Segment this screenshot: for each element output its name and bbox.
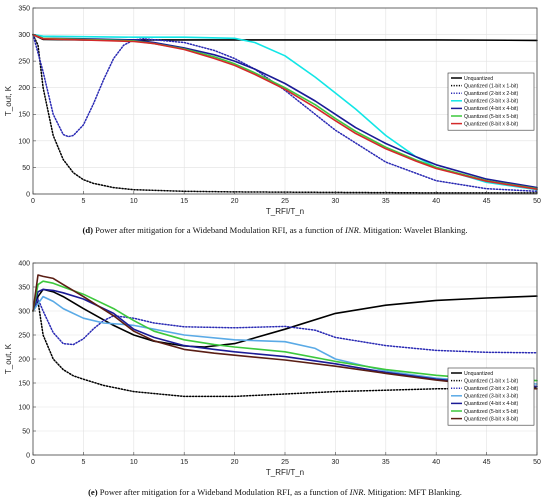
caption-label: (e)	[88, 487, 98, 497]
caption-label: (d)	[82, 225, 93, 235]
x-tick-label: 10	[130, 459, 138, 466]
x-tick-label: 35	[382, 459, 390, 466]
caption-text-end: . Mitigation: MFT Blanking.	[363, 487, 462, 497]
legend-box	[447, 367, 535, 426]
x-tick-label: 10	[130, 198, 138, 205]
x-tick-label: 30	[332, 198, 340, 205]
y-tick-label: 100	[18, 404, 30, 411]
series-line-2	[32, 300, 538, 398]
legend-label-5: Quantized (4-bit x 4-bit)	[464, 401, 518, 407]
legend-label-5: Quantized (4-bit x 4-bit)	[464, 106, 518, 112]
x-tick-label: 30	[332, 459, 340, 466]
legend-label-1: Unquantized	[464, 371, 493, 377]
y-tick-label: 50	[22, 428, 30, 435]
x-tick-label: 45	[483, 198, 491, 205]
x-tick-label: 50	[533, 198, 541, 205]
x-tick-label: 20	[231, 198, 239, 205]
legend-label-4: Quantized (3-bit x 3-bit)	[464, 99, 518, 105]
y-tick-label: 50	[22, 165, 30, 172]
legend-label-3: Quantized (2-bit x 2-bit)	[464, 386, 518, 392]
x-tick-label: 5	[81, 459, 85, 466]
y-tick-label: 250	[18, 332, 30, 339]
x-tick-label: 0	[31, 198, 35, 205]
series-line-4	[32, 33, 538, 191]
x-tick-label: 15	[180, 459, 188, 466]
x-tick-label: 20	[231, 459, 239, 466]
series-line-7	[32, 274, 538, 390]
y-tick-label: 0	[26, 191, 30, 198]
y-tick-label: 250	[18, 59, 30, 66]
legend-label-7: Quantized (8-bit x 8-bit)	[464, 416, 518, 422]
series-line-3	[32, 33, 538, 193]
x-tick-label: 25	[281, 198, 289, 205]
legend-label-1: Unquantized	[464, 76, 493, 82]
y-tick-label: 150	[18, 112, 30, 119]
series-line-5	[32, 288, 538, 388]
legend-label-6: Quantized (5-bit x 5-bit)	[464, 409, 518, 415]
x-tick-label: 40	[432, 459, 440, 466]
y-tick-label: 0	[26, 452, 30, 459]
series-line-5	[32, 33, 538, 189]
chart-mft-blanking: 0 5 10 15 20 25 30 35 40 45 50 0 50 100 150 200 250 300 35…	[4, 260, 541, 477]
x-tick-label: 0	[31, 459, 35, 466]
x-tick-label: 35	[382, 198, 390, 205]
caption-text: Power after mitigation for a Wideband Mo…	[92, 225, 345, 235]
x-axis-label: T_RFI/T_n	[266, 468, 304, 477]
legend-label-4: Quantized (3-bit x 3-bit)	[464, 394, 518, 400]
series-line-4	[32, 295, 538, 385]
legend-box	[447, 72, 535, 131]
series-line-1	[32, 288, 538, 348]
legend-label-2: Quantized (1-bit x 1-bit)	[464, 83, 518, 89]
y-tick-label: 350	[18, 5, 30, 12]
y-tick-label: 200	[18, 85, 30, 92]
x-tick-label: 45	[483, 459, 491, 466]
x-tick-label: 25	[281, 459, 289, 466]
y-axis-label: T_out, K	[4, 343, 13, 374]
caption-italic: INR	[349, 487, 364, 497]
series-line-2	[32, 33, 538, 194]
series-line-6	[32, 280, 538, 382]
x-tick-label: 40	[432, 198, 440, 205]
y-tick-label: 400	[18, 260, 30, 267]
series-line-3	[32, 298, 538, 354]
y-tick-label: 100	[18, 138, 30, 145]
legend-label-7: Quantized (8-bit x 8-bit)	[464, 121, 518, 127]
x-axis-label: T_RFI/T_n	[266, 207, 304, 216]
caption-text-end: . Mitigation: Wavelet Blanking.	[358, 225, 468, 235]
caption-text: Power after mitigation for a Wideband Mo…	[97, 487, 350, 497]
caption-italic: INR	[344, 225, 359, 235]
legend-label-3: Quantized (2-bit x 2-bit)	[464, 91, 518, 97]
caption-d: (d) Power after mitigation for a Wideban…	[0, 225, 550, 235]
legend-label-2: Quantized (1-bit x 1-bit)	[464, 378, 518, 384]
x-tick-label: 15	[180, 198, 188, 205]
chart-wavelet-blanking: 0 5 10 15 20 25 30 35 40 45 50 0 50 100 150 200 250 300 35…	[4, 5, 541, 216]
caption-e: (e) Power after mitigation for a Wideban…	[0, 487, 550, 497]
y-tick-label: 200	[18, 356, 30, 363]
x-tick-label: 5	[81, 198, 85, 205]
y-tick-label: 300	[18, 308, 30, 315]
y-tick-label: 350	[18, 284, 30, 291]
y-axis-label: T_out, K	[4, 85, 13, 116]
series-line-7	[32, 33, 538, 190]
y-tick-label: 150	[18, 380, 30, 387]
x-tick-label: 50	[533, 459, 541, 466]
legend-label-6: Quantized (5-bit x 5-bit)	[464, 114, 518, 120]
y-tick-label: 300	[18, 32, 30, 39]
